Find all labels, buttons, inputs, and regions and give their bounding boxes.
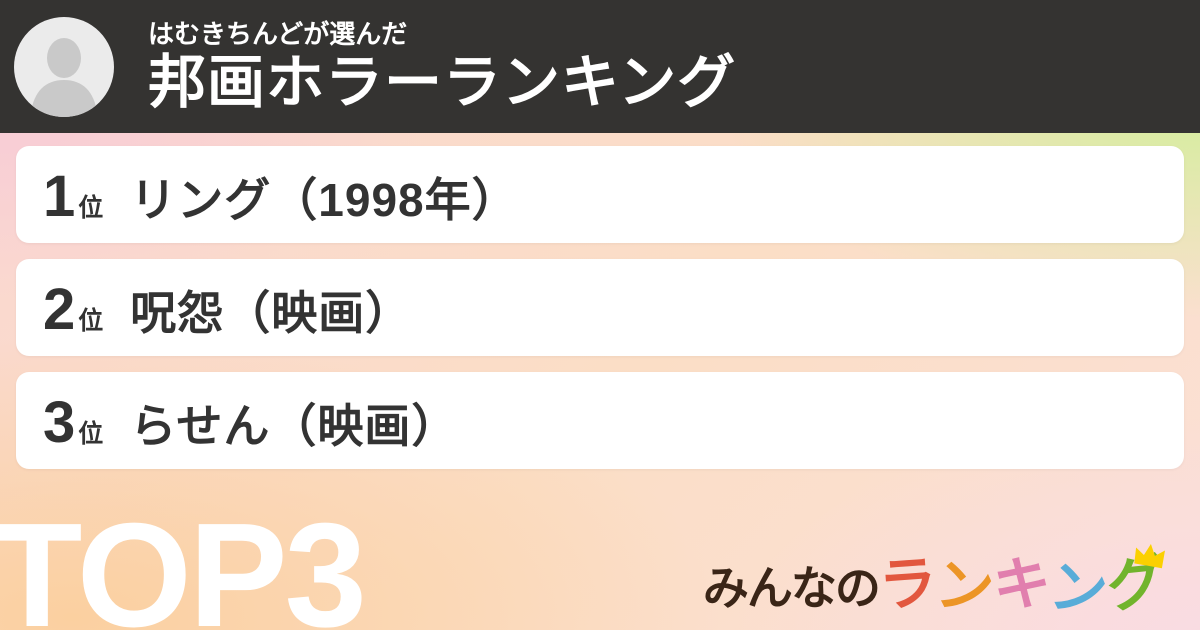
ranking-row-content: 1 位 リング（1998年） (43, 164, 519, 230)
logo-char: キ (991, 550, 1052, 619)
ranking-item-title: リング（1998年） (130, 174, 519, 226)
ranking-row-3: 3 位 らせん（映画） (16, 372, 1184, 469)
logo-char: な (790, 562, 837, 614)
header: はむきちんどが選んだ 邦画ホラーランキング (0, 0, 1200, 133)
top3-label: TOP3 (0, 493, 367, 630)
logo-char: ン (932, 552, 996, 623)
logo-char: み (702, 562, 749, 614)
ranking-row-2: 2 位 呪怨（映画） (16, 259, 1184, 356)
ranking-row-1: 1 位 リング（1998年） (16, 146, 1184, 243)
rank-suffix: 位 (78, 307, 104, 335)
logo-char: ん (746, 562, 793, 614)
header-subtitle: はむきちんどが選んだ (148, 18, 408, 49)
person-icon (31, 37, 97, 117)
crown-icon (1130, 539, 1170, 571)
header-text: はむきちんどが選んだ 邦画ホラーランキング (148, 19, 736, 114)
ranking-item-title: らせん（映画） (130, 400, 459, 452)
rank-number: 1 (43, 164, 76, 229)
avatar (14, 16, 114, 117)
rank-number: 2 (43, 277, 76, 342)
page-title: 邦画ホラーランキング (148, 50, 737, 116)
logo-char: ン (1045, 553, 1111, 626)
rank-number: 3 (43, 390, 76, 455)
logo-char: の (834, 562, 881, 614)
ranking-row-content: 2 位 呪怨（映画） (43, 277, 412, 343)
rank-suffix: 位 (78, 194, 104, 222)
logo-char: ラ (876, 550, 939, 619)
site-logo: み ん な の ラ ン キ ン グ (702, 543, 1167, 625)
ranking-row-content: 3 位 らせん（映画） (43, 390, 458, 456)
rank-suffix: 位 (78, 420, 104, 448)
ranking-item-title: 呪怨（映画） (130, 287, 413, 339)
